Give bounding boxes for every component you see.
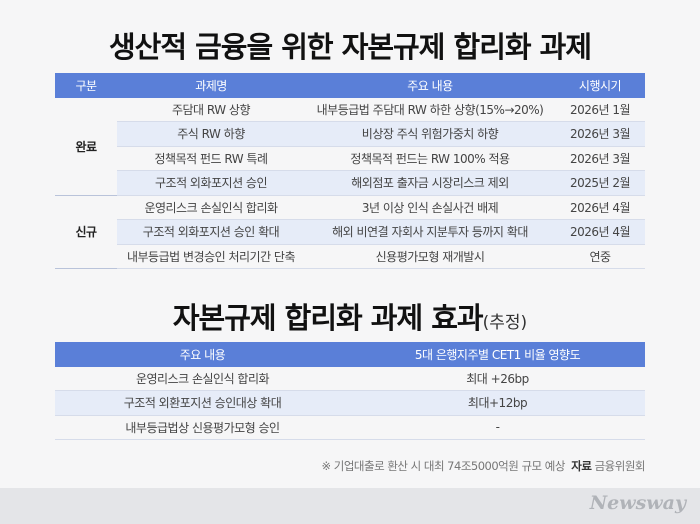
cell: 운영리스크 손실인식 합리화 [55,367,350,391]
title2-wrap: 자본규제 합리화 과제 효과(추정) [0,295,700,337]
cell: 정책목적 펀드는 RW 100% 적용 [305,147,555,171]
cell: 최대+12bp [350,391,645,416]
source-label: 자료 [571,459,592,473]
header-cell: 주요 내용 [305,73,555,98]
cell: 비상장 주식 위험가중치 하향 [305,122,555,147]
cell: 내부등급법 변경승인 처리기간 단축 [117,245,305,269]
header-cell: 과제명 [117,73,305,98]
cell: 2026년 3월 [555,122,645,147]
cell: 2025년 2월 [555,171,645,196]
footnote-text: ※ 기업대출로 환산 시 대최 74조5000억원 규모 예상 [321,459,565,473]
cell: 내부등급법상 신용평가모형 승인 [55,416,350,440]
cell: 3년 이상 인식 손실사건 배제 [305,196,555,220]
header-cell: 시행시기 [555,73,645,98]
title2: 자본규제 합리화 과제 효과 [172,301,484,335]
cell: 연중 [555,245,645,269]
header-cell: 5대 은행지주별 CET1 비율 영향도 [350,342,645,367]
cell: 해외점포 출자금 시장리스크 제외 [305,171,555,196]
source: 금융위원회 [594,459,646,473]
cell: 운영리스크 손실인식 합리화 [117,196,305,220]
cell: 구조적 외환포지션 승인대상 확대 [55,391,350,416]
cell: 구조적 외화포지션 승인 확대 [117,220,305,245]
cell: 2026년 4월 [555,220,645,245]
cell: - [350,416,645,440]
group-label: 완료 [55,98,117,196]
logo: Newsway [589,492,686,514]
group-label: 신규 [55,196,117,269]
cell: 주식 RW 하향 [117,122,305,147]
header-cell: 구분 [55,73,117,98]
cell: 2026년 1월 [555,98,645,122]
footnote: ※ 기업대출로 환산 시 대최 74조5000억원 규모 예상 자료 금융위원회 [321,458,645,474]
footer-band [0,488,700,524]
cell: 최대 +26bp [350,367,645,391]
cell: 2026년 4월 [555,196,645,220]
header-cell: 주요 내용 [55,342,350,367]
cell: 주담대 RW 상향 [117,98,305,122]
cell: 2026년 3월 [555,147,645,171]
title2-note: (추정) [482,313,528,333]
cell: 신용평가모형 재개발시 [305,245,555,269]
title: 생산적 금융을 위한 자본규제 합리화 과제 [108,30,592,64]
cell: 내부등급법 주담대 RW 하한 상향(15%→20%) [305,98,555,122]
cell: 정책목적 펀드 RW 특례 [117,147,305,171]
cell: 구조적 외화포지션 승인 [117,171,305,196]
cell: 해외 비연결 자회사 지분투자 등까지 확대 [305,220,555,245]
